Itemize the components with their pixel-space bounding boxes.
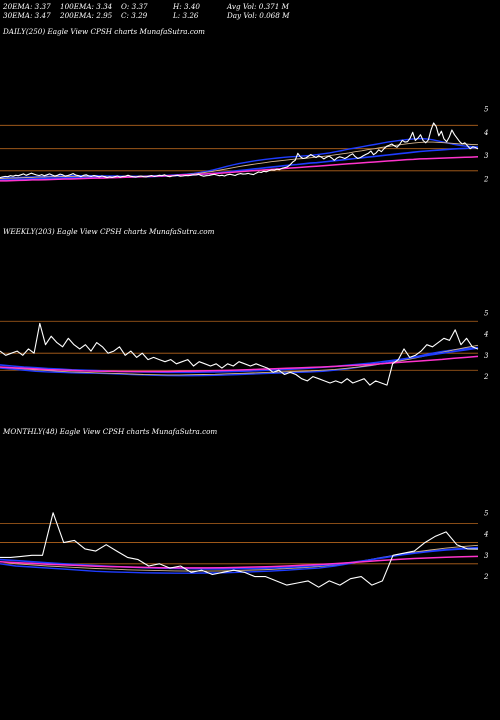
weekly-ema200-line [0,355,479,373]
close-readout: C: 3.29 [121,11,148,20]
monthly-ytick-label: 3 [484,552,489,560]
high-readout: H: 3.40 [173,2,200,11]
avg-volume-readout: Avg Vol: 0.371 M [227,2,289,11]
monthly-ytick-label: 2 [483,573,489,581]
indicator-header: 20EMA: 3.37 100EMA: 3.34 O: 3.37 H: 3.40… [3,2,303,22]
weekly-ytick-label: 3 [484,352,489,360]
daily-ytick-label: 3 [484,152,489,160]
weekly-panel-title: WEEKLY(203) Eagle View CPSH charts Munaf… [3,227,215,236]
ema200-readout: 200EMA: 2.95 [60,11,113,20]
weekly-price-line [0,322,479,386]
weekly-ytick-label: 5 [484,309,489,317]
open-readout: O: 3.37 [121,2,148,11]
weekly-ytick-label: 4 [483,331,488,339]
daily-ytick-label: 4 [483,129,488,137]
monthly-ema200-line [0,555,479,569]
daily-panel-title: DAILY(250) Eagle View CPSH charts Munafa… [3,27,205,36]
monthly-price-line [0,512,479,588]
daily-price-line [0,122,479,179]
monthly-ema100-line [0,547,479,570]
weekly-ytick-label: 2 [483,373,489,381]
ema20-readout: 20EMA: 3.37 [3,2,51,11]
day-volume-readout: Day Vol: 0.068 M [227,11,290,20]
monthly-ytick-label: 5 [484,509,489,517]
weekly-ema30-line [0,344,479,376]
monthly-ytick-label: 4 [483,531,488,539]
ema100-readout: 100EMA: 3.34 [60,2,113,11]
daily-ytick-label: 5 [484,106,489,114]
daily-ema200-line [0,156,479,182]
daily-ema100-line [0,146,479,181]
daily-ytick-label: 2 [483,176,489,184]
ema30-readout: 30EMA: 3.47 [3,11,51,20]
low-readout: L: 3.26 [173,11,199,20]
monthly-panel-title: MONTHLY(48) Eagle View CPSH charts Munaf… [3,427,218,436]
